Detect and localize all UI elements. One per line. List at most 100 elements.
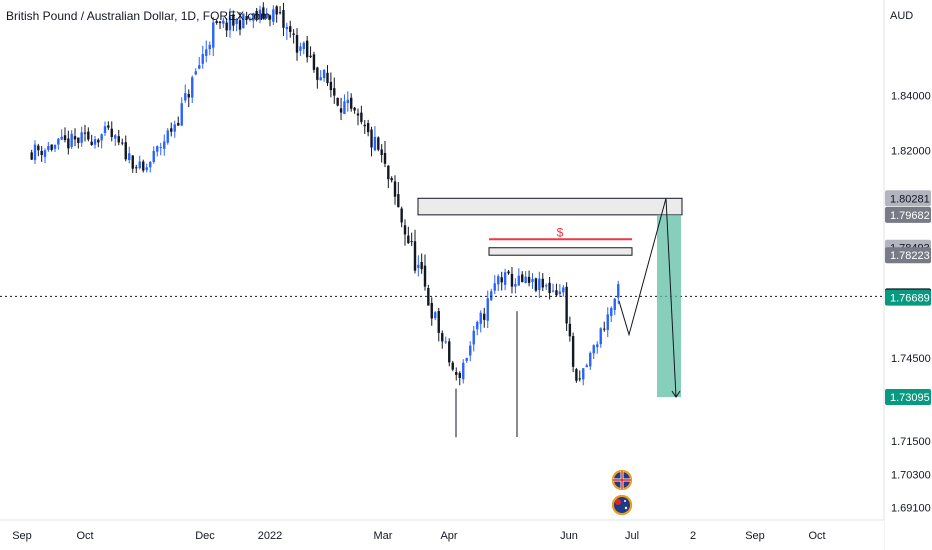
- candle-body: [336, 97, 339, 106]
- candle-body: [483, 313, 486, 320]
- candle-body: [67, 138, 70, 149]
- candle-body: [434, 312, 437, 319]
- candle-body: [589, 352, 592, 367]
- candle-body: [87, 131, 90, 140]
- candle-body: [551, 290, 555, 292]
- candle-body: [255, 10, 258, 19]
- candle-body: [142, 161, 145, 171]
- candle-body: [299, 46, 302, 51]
- candle-body: [121, 142, 124, 144]
- time-axis-panel[interactable]: [0, 520, 884, 550]
- candle-body: [500, 277, 503, 283]
- candle-body: [295, 35, 299, 53]
- candle-body: [493, 283, 496, 291]
- liquidity-dollar-label: $: [557, 225, 564, 239]
- candle-body: [228, 16, 232, 31]
- candle-body: [592, 345, 595, 354]
- candle-body: [479, 312, 482, 324]
- candle-body: [245, 16, 248, 20]
- candle-body: [114, 135, 117, 139]
- candle-body: [596, 344, 599, 348]
- candle-body: [268, 15, 272, 20]
- time-tick-label: Oct: [76, 530, 93, 542]
- candle-body: [370, 129, 373, 148]
- candle-body: [107, 125, 110, 128]
- candle-body: [603, 328, 606, 330]
- candle-body: [356, 113, 360, 116]
- candle-body: [455, 371, 458, 375]
- candle-body: [610, 308, 613, 316]
- candle-body: [531, 278, 534, 283]
- candle-body: [617, 284, 620, 298]
- projection-arrowhead: [671, 390, 681, 398]
- candle-body: [289, 26, 292, 33]
- candle-body: [275, 6, 278, 15]
- candle-body: [47, 145, 50, 150]
- time-tick-label: Sep: [12, 530, 32, 542]
- time-tick-label: Sep: [745, 530, 765, 542]
- candle-body: [373, 136, 377, 151]
- candle-body: [562, 287, 565, 293]
- candle-body: [201, 54, 204, 64]
- candle-body: [166, 130, 169, 143]
- candle-body: [163, 141, 166, 149]
- candle-body: [50, 144, 53, 150]
- candle-body: [316, 67, 319, 80]
- candle-body: [565, 286, 568, 324]
- candle-body: [613, 298, 616, 310]
- candle-body: [448, 341, 451, 363]
- candle-body: [198, 65, 201, 69]
- candle-body: [265, 13, 268, 19]
- candle-body: [103, 126, 107, 133]
- time-tick-label: Apr: [440, 530, 457, 542]
- candle-body: [80, 132, 83, 143]
- candle-body: [458, 372, 461, 378]
- candle-body: [527, 276, 531, 283]
- candle-body: [360, 112, 363, 122]
- candle-body: [353, 107, 356, 111]
- candle-body: [397, 194, 400, 208]
- candle-body: [73, 136, 77, 140]
- candle-body: [437, 311, 440, 333]
- price-tick-label: 1.82000: [891, 146, 931, 158]
- candle-body: [383, 152, 387, 164]
- candle-body: [285, 26, 289, 30]
- candle-body: [110, 128, 113, 138]
- candle-body: [417, 264, 420, 269]
- price-tag-label: 1.73095: [890, 392, 930, 404]
- candle-body: [510, 273, 514, 287]
- price-axis-panel[interactable]: [884, 0, 932, 550]
- candle-body: [177, 122, 180, 126]
- candle-body: [90, 141, 93, 145]
- candle-body: [423, 265, 427, 287]
- candle-body: [420, 262, 423, 270]
- price-tick-label: 1.69100: [891, 503, 931, 515]
- time-tick-label: 2: [690, 530, 696, 542]
- candle-body: [606, 314, 609, 330]
- candle-body: [451, 362, 454, 370]
- price-tick-label: 1.70300: [891, 469, 931, 481]
- candle-body: [208, 44, 211, 50]
- flag-icons: [612, 470, 632, 515]
- candle-body: [222, 20, 225, 24]
- candle-body: [578, 378, 581, 380]
- candle-body: [184, 93, 187, 101]
- candle-body: [97, 139, 100, 143]
- candle-body: [57, 138, 60, 145]
- candle-body: [40, 150, 43, 156]
- candle-body: [413, 241, 417, 271]
- candle-body: [135, 167, 138, 169]
- candle-body: [238, 20, 242, 30]
- candle-body: [252, 13, 255, 21]
- price-tick-label: 1.71500: [891, 436, 931, 448]
- candle-body: [380, 149, 383, 155]
- candle-body: [339, 108, 343, 113]
- candle-body: [465, 358, 468, 361]
- candle-body: [548, 282, 551, 294]
- candle-body: [503, 272, 507, 285]
- candle-body: [390, 178, 393, 181]
- candle-body: [170, 128, 173, 132]
- candle-body: [173, 124, 176, 132]
- candle-body: [524, 276, 527, 283]
